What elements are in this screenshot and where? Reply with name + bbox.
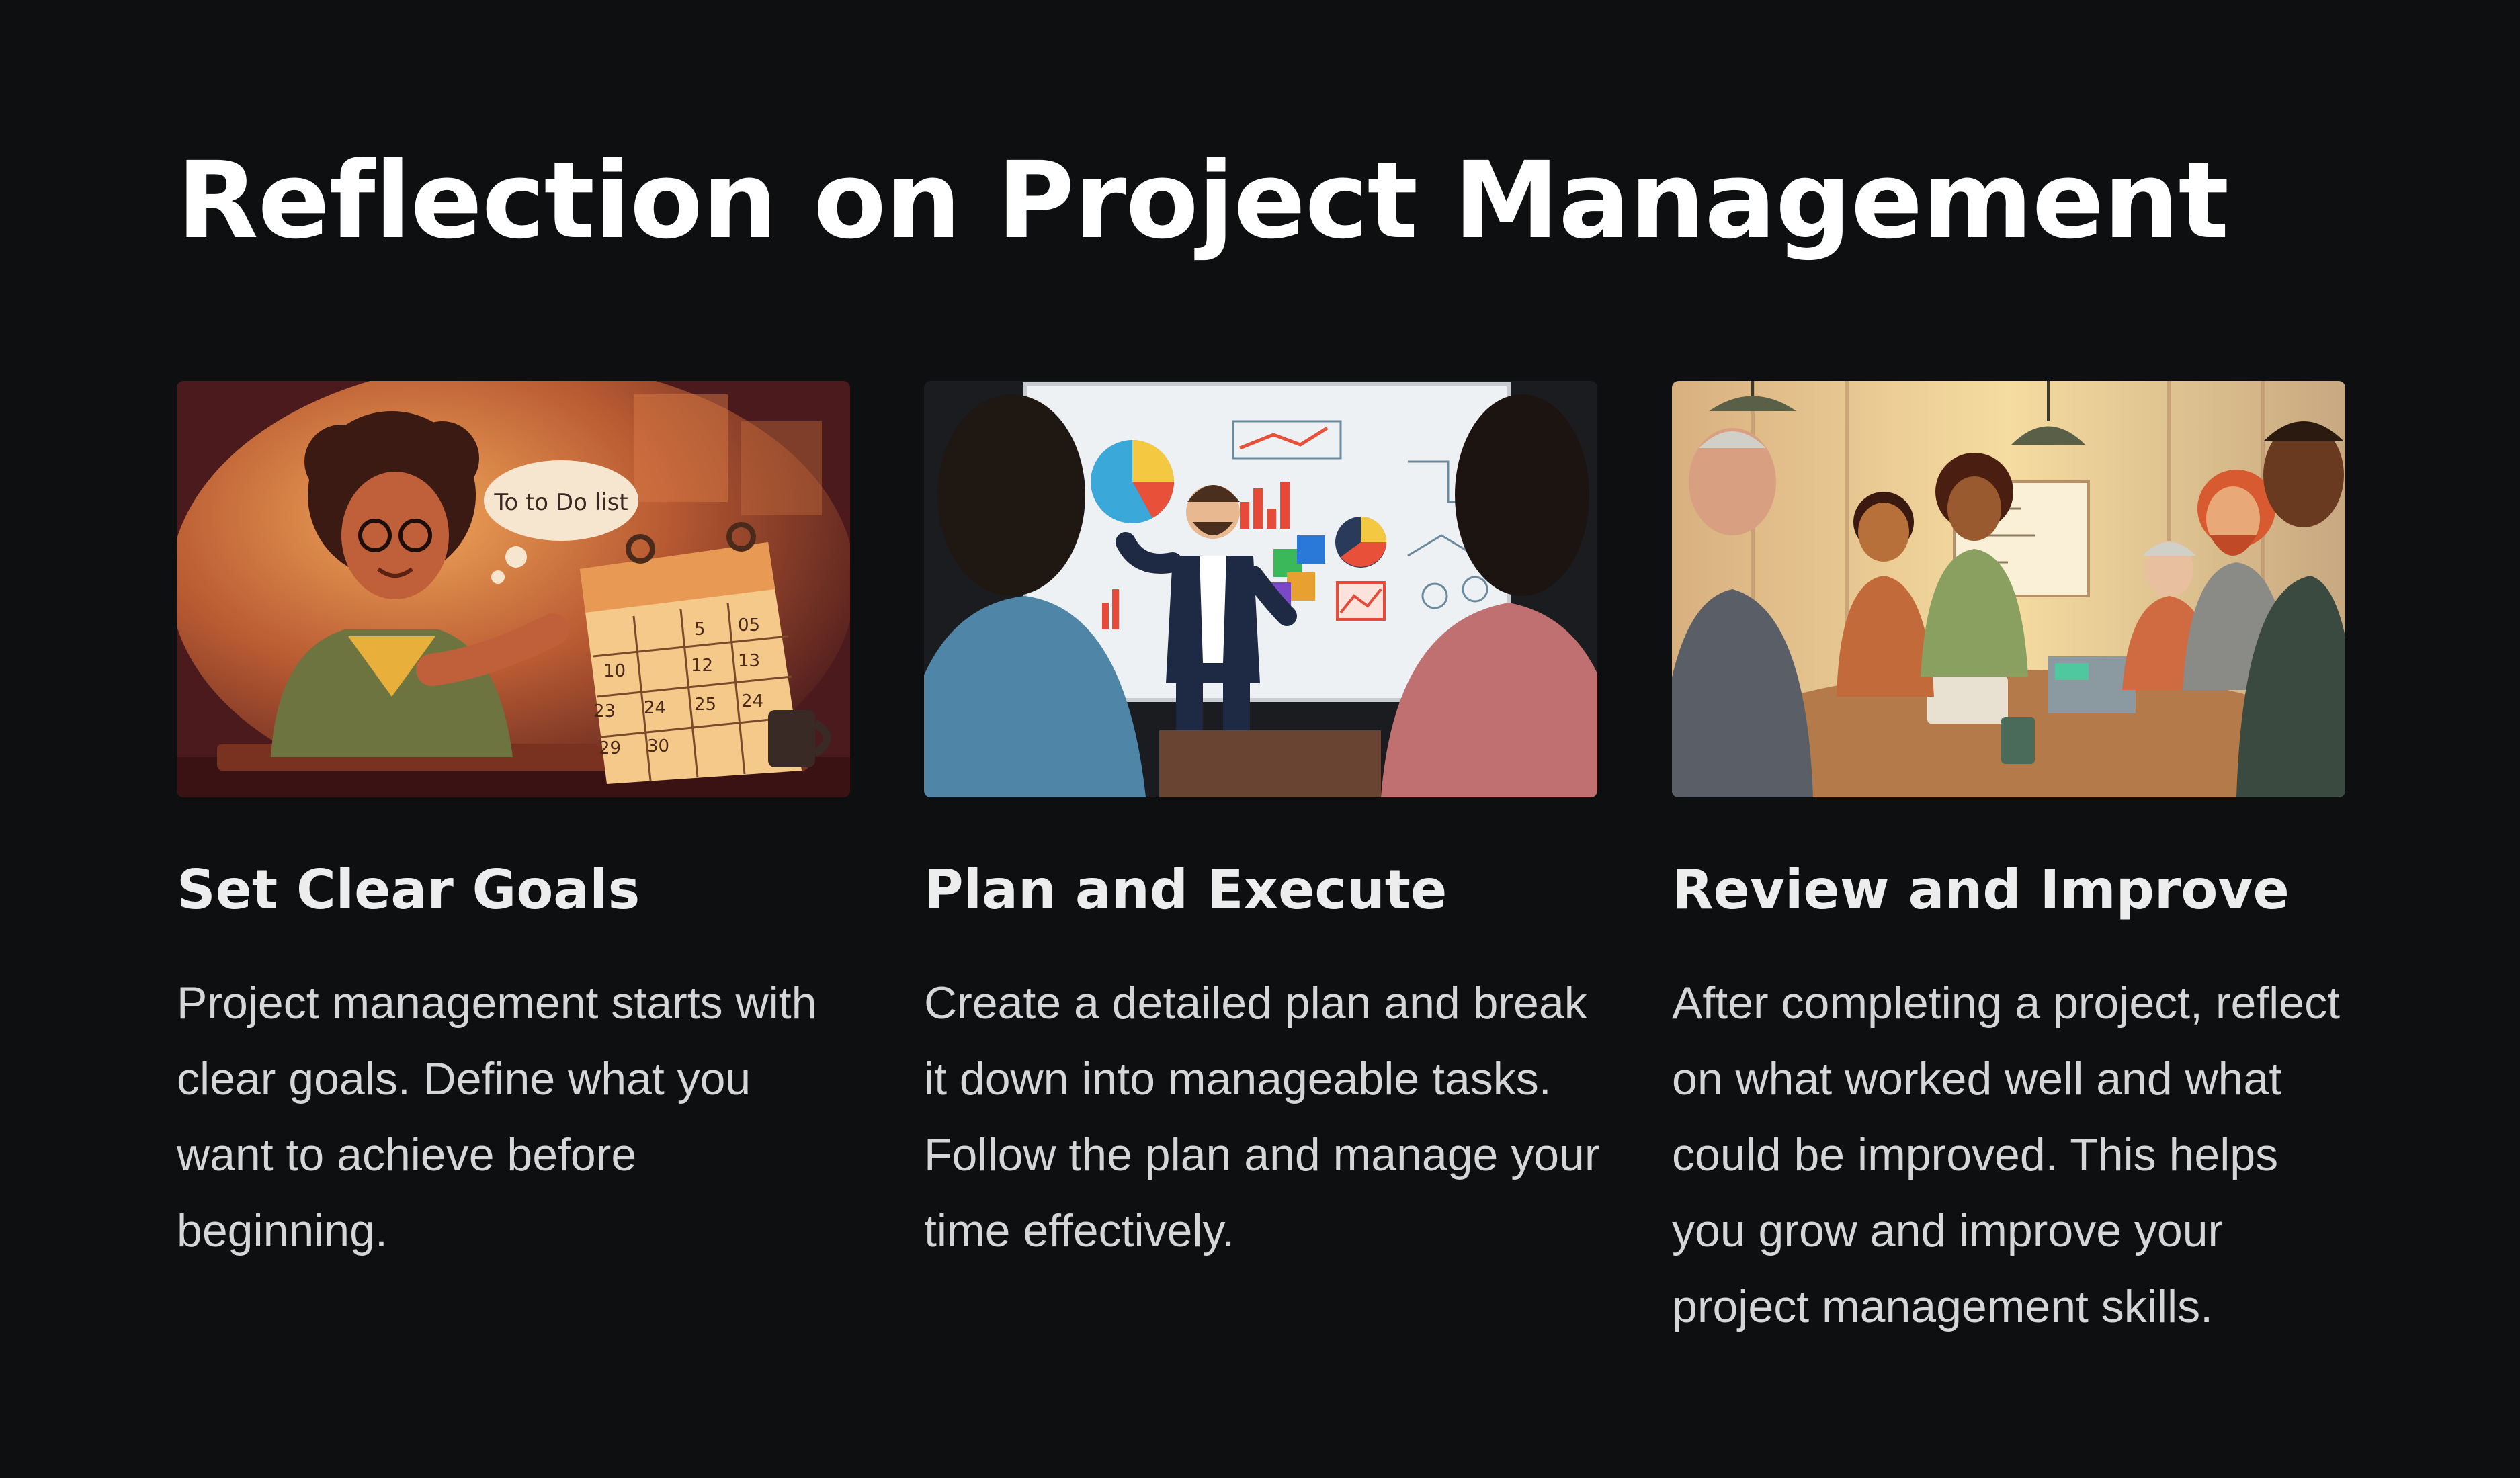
- cal-num: 23: [593, 701, 616, 722]
- goals-illustration: To to Do list 5 05 10: [177, 381, 850, 797]
- cal-num: 5: [694, 619, 706, 640]
- card-plan-and-execute: Plan and Execute Create a detailed plan …: [924, 381, 1600, 1256]
- bubble-text: To to Do list: [493, 489, 628, 516]
- cal-num: 25: [694, 695, 716, 715]
- cal-num: 05: [738, 615, 760, 636]
- card-set-clear-goals: To to Do list 5 05 10: [177, 381, 850, 1256]
- card-body: Project management starts with clear goa…: [177, 977, 817, 1256]
- card-title: Plan and Execute: [924, 859, 1447, 921]
- card-body: Create a detailed plan and break it down…: [924, 977, 1600, 1256]
- planning-illustration: [924, 381, 1597, 797]
- card-review-and-improve: Review and Improve After completing a pr…: [1672, 381, 2345, 1332]
- slide-title: Reflection on Project Management: [177, 139, 2229, 263]
- card-body: After completing a project, reflect on w…: [1672, 977, 2341, 1332]
- cal-num: 24: [644, 698, 666, 718]
- cal-num: 10: [603, 661, 626, 681]
- card-title: Set Clear Goals: [177, 859, 640, 921]
- cal-num: 13: [738, 651, 760, 671]
- cal-num: 12: [691, 656, 713, 676]
- card-title: Review and Improve: [1672, 859, 2290, 921]
- team-review-illustration: [1672, 381, 2345, 797]
- cal-num: 30: [647, 736, 669, 756]
- cal-num: 29: [599, 738, 621, 758]
- cal-num: 24: [741, 691, 763, 711]
